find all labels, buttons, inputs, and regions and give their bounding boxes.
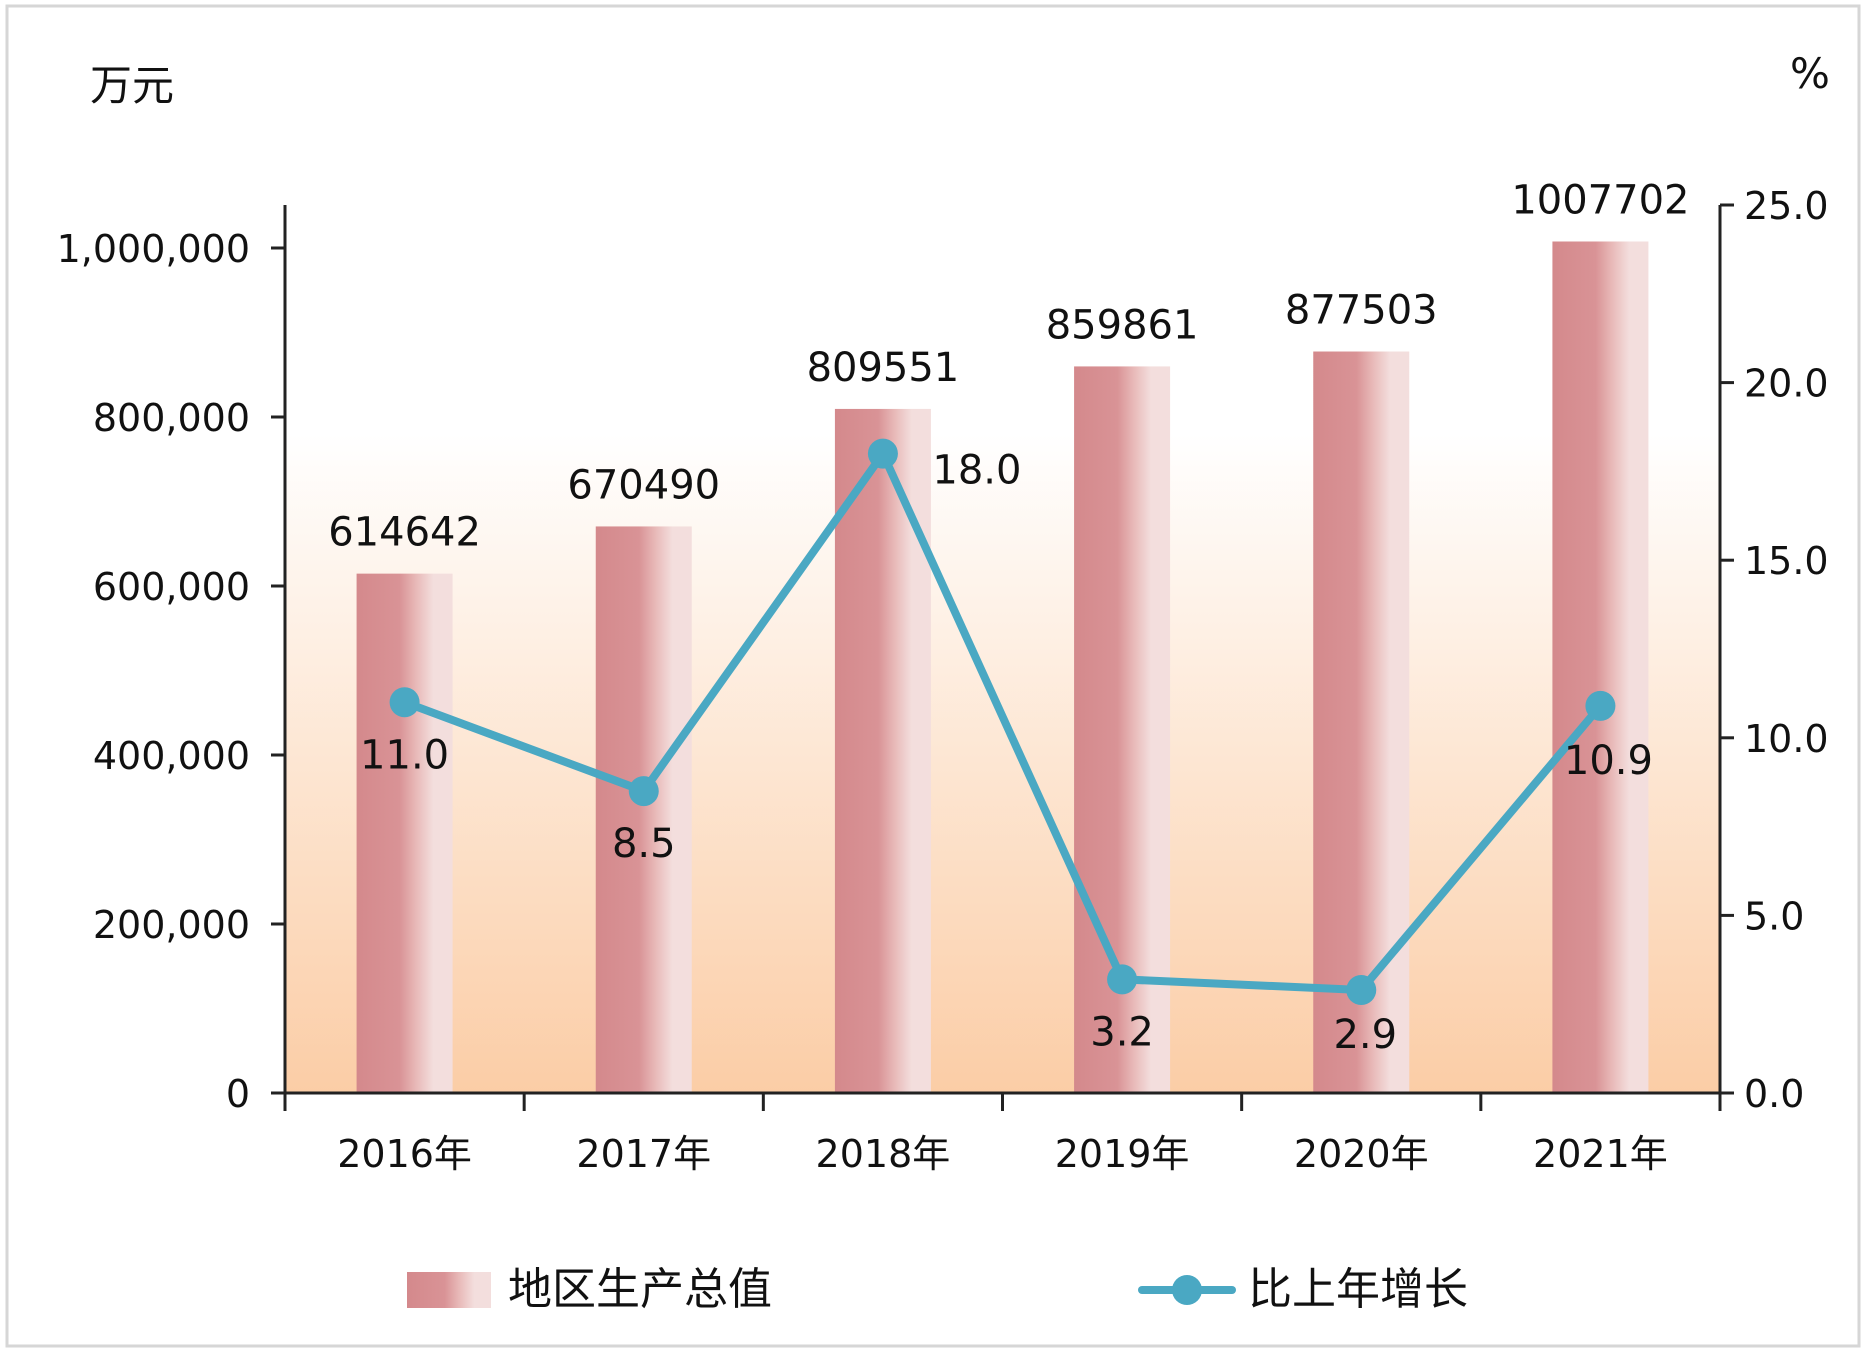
legend-swatch-bar xyxy=(407,1272,491,1308)
axes-layer: 0 200,000 400,000 600,000 800,000 1,000,000 0.… xyxy=(57,184,1829,1176)
bar-2016年 xyxy=(356,573,453,1093)
bar-value-label: 877503 xyxy=(1285,288,1438,334)
left-axis-tick-label: 1,000,000 xyxy=(57,227,250,271)
growth-value-label: 2.9 xyxy=(1333,1012,1397,1058)
x-axis-tick-label: 2016年 xyxy=(337,1132,472,1176)
left-axis-tick-label: 400,000 xyxy=(93,734,250,778)
growth-point-2020年 xyxy=(1346,974,1377,1005)
legend-label-bar: 地区生产总值 xyxy=(508,1264,772,1315)
bars-layer xyxy=(356,241,1649,1093)
growth-line xyxy=(400,449,1605,994)
labels-layer: 614642 670490 809551 859861 877503 1007702 11.… xyxy=(328,177,1689,1058)
growth-value-label: 8.5 xyxy=(612,821,676,867)
line-layer xyxy=(389,438,1616,1005)
bar-value-label: 809551 xyxy=(807,345,960,391)
growth-point-2019年 xyxy=(1107,964,1138,995)
right-axis-tick-label: 10.0 xyxy=(1744,717,1829,761)
bar-value-label: 670490 xyxy=(567,462,720,508)
right-axis-tick-label: 25.0 xyxy=(1744,184,1829,228)
x-axis-tick-label: 2018年 xyxy=(816,1132,951,1176)
growth-point-2017年 xyxy=(628,776,659,807)
legend-label-line: 比上年增长 xyxy=(1248,1264,1468,1315)
growth-point-2018年 xyxy=(867,438,898,469)
right-axis-tick-label: 20.0 xyxy=(1744,362,1829,406)
bar-value-label: 614642 xyxy=(328,510,481,556)
left-axis-unit: 万元 xyxy=(90,61,174,110)
growth-point-2016年 xyxy=(389,687,420,718)
x-axis-tick-label: 2020年 xyxy=(1294,1132,1429,1176)
growth-value-label: 3.2 xyxy=(1090,1009,1154,1055)
left-axis-tick-label: 200,000 xyxy=(93,903,250,947)
growth-value-label: 18.0 xyxy=(932,448,1021,494)
chart-frame xyxy=(5,4,1861,1348)
legend: 地区生产总值 比上年增长 xyxy=(407,1264,1468,1315)
growth-value-label: 11.0 xyxy=(360,732,449,778)
bar-2020年 xyxy=(1313,351,1410,1093)
right-axis-tick-label: 5.0 xyxy=(1744,894,1804,938)
x-axis-tick-label: 2021年 xyxy=(1533,1132,1668,1176)
bar-2017年 xyxy=(595,526,692,1093)
plot-background xyxy=(285,248,1720,1093)
bar-2021年 xyxy=(1552,241,1649,1093)
left-axis-tick-label: 800,000 xyxy=(93,396,250,440)
growth-point-2021年 xyxy=(1585,690,1616,721)
left-axis-tick-label: 600,000 xyxy=(93,565,250,609)
bar-2018年 xyxy=(834,408,931,1093)
right-axis-unit: % xyxy=(1790,49,1830,98)
right-axis-tick-label: 15.0 xyxy=(1744,539,1829,583)
bar-value-label: 859861 xyxy=(1046,302,1199,348)
x-axis-tick-label: 2019年 xyxy=(1055,1132,1190,1176)
bar-value-label: 1007702 xyxy=(1511,177,1689,223)
right-axis-tick-label: 0.0 xyxy=(1744,1072,1804,1116)
x-axis-tick-label: 2017年 xyxy=(576,1132,711,1176)
legend-swatch-marker xyxy=(1172,1275,1202,1305)
left-axis-tick-label: 0 xyxy=(226,1072,250,1116)
growth-value-label: 10.9 xyxy=(1564,738,1653,784)
